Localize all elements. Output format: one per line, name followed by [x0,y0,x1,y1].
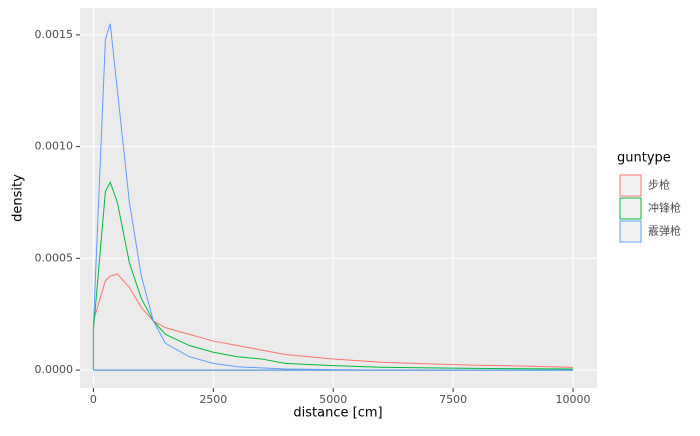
density-line [92,23,574,371]
y-tick-label: 0.0015 [35,28,74,41]
legend-label: 步枪 [648,178,670,192]
legend-label: 冲锋枪 [648,201,681,215]
x-axis-label: distance [cm] [293,406,382,421]
y-tick-label: 0.0010 [35,140,74,153]
x-tick-label: 10000 [556,393,591,406]
y-axis-label: density [11,174,26,222]
x-tick-label: 7500 [439,393,467,406]
density-line [92,273,574,368]
y-tick-label: 0.0000 [35,363,74,376]
legend-label: 霰弹枪 [648,224,681,238]
density-line [92,181,574,370]
x-tick-label: 2500 [199,393,227,406]
x-tick-label: 5000 [319,393,347,406]
panel [80,8,597,388]
legend-title: guntype [617,151,671,166]
legend-key [619,174,642,197]
y-tick-label: 0.0005 [35,251,74,264]
legend-key [619,197,642,220]
x-tick-label: 0 [90,393,97,406]
legend-key [619,220,642,243]
